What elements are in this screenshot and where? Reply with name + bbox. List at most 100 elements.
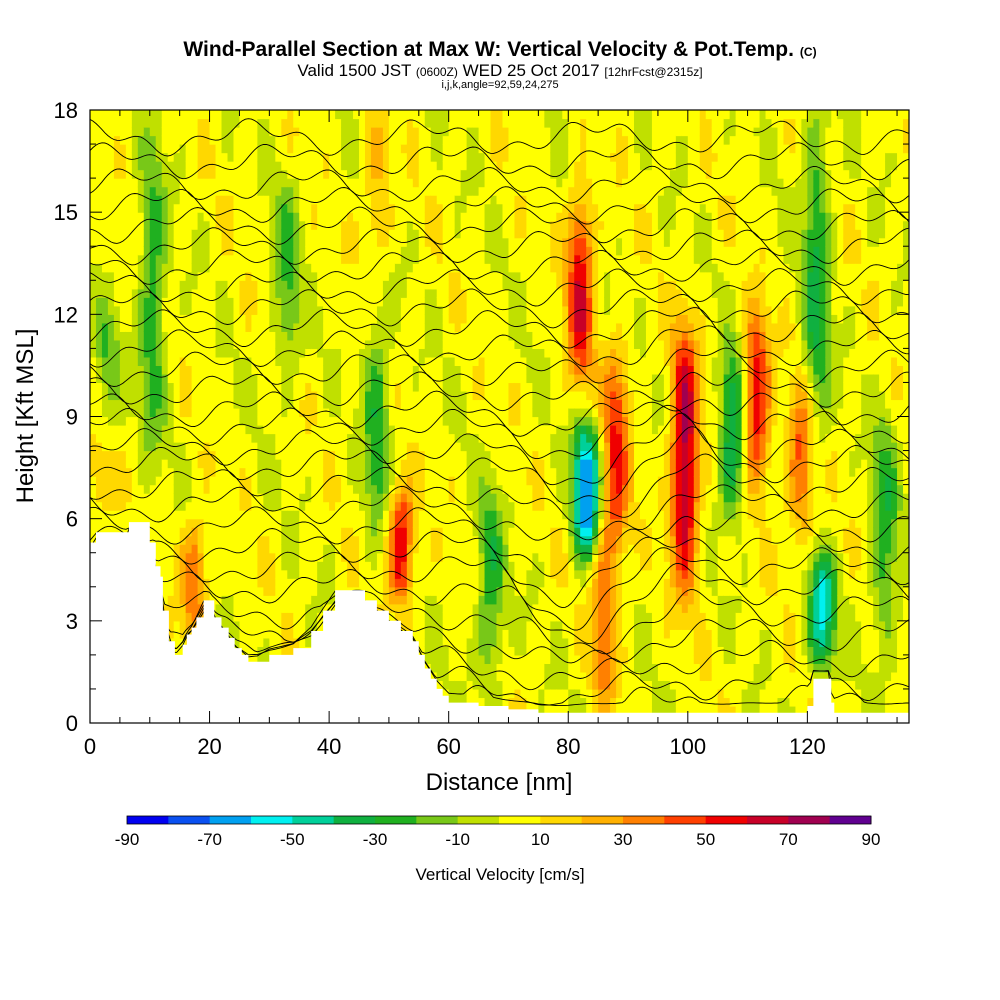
field-cell bbox=[149, 152, 157, 162]
field-cell bbox=[215, 561, 223, 571]
field-cell bbox=[149, 365, 157, 375]
field-cell bbox=[329, 356, 336, 367]
field-cell bbox=[353, 382, 360, 392]
field-cell bbox=[305, 246, 312, 256]
field-cell bbox=[239, 203, 247, 213]
field-cell bbox=[394, 390, 402, 401]
field-cell bbox=[496, 425, 504, 435]
field-cell bbox=[281, 646, 288, 656]
field-cell bbox=[227, 603, 235, 613]
field-cell bbox=[311, 561, 318, 571]
field-cell bbox=[341, 467, 348, 477]
field-cell bbox=[281, 169, 288, 179]
field-cell bbox=[173, 288, 181, 298]
field-cell bbox=[347, 271, 354, 281]
field-cell bbox=[113, 399, 121, 409]
field-cell bbox=[329, 186, 336, 196]
field-cell bbox=[239, 212, 247, 222]
field-cell bbox=[185, 476, 193, 486]
field-cell bbox=[173, 518, 181, 528]
field-cell bbox=[257, 280, 264, 290]
field-cell bbox=[191, 169, 199, 179]
field-cell bbox=[382, 569, 390, 579]
field-cell bbox=[502, 518, 510, 528]
field-cell bbox=[305, 144, 312, 154]
field-cell bbox=[406, 544, 414, 554]
field-cell bbox=[412, 220, 420, 230]
field-cell bbox=[460, 254, 468, 264]
field-cell bbox=[394, 467, 402, 477]
field-cell bbox=[472, 603, 480, 613]
field-cell bbox=[305, 578, 312, 588]
field-cell bbox=[113, 476, 121, 486]
field-cell bbox=[376, 544, 384, 554]
field-cell bbox=[167, 620, 175, 630]
field-cell bbox=[382, 110, 390, 120]
field-cell bbox=[490, 671, 498, 682]
field-cell bbox=[137, 297, 145, 307]
field-cell bbox=[370, 280, 378, 290]
field-cell bbox=[173, 271, 181, 281]
field-cell bbox=[496, 688, 504, 699]
field-cell bbox=[347, 339, 354, 349]
field-cell bbox=[478, 305, 486, 315]
field-cell bbox=[227, 322, 235, 332]
field-cell bbox=[269, 135, 276, 145]
field-cell bbox=[233, 433, 241, 443]
field-cell bbox=[209, 348, 217, 358]
field-cell bbox=[418, 348, 426, 358]
field-cell bbox=[245, 195, 253, 205]
field-cell bbox=[478, 331, 486, 341]
field-cell bbox=[305, 637, 312, 647]
field-cell bbox=[359, 390, 366, 401]
field-cell bbox=[185, 169, 193, 179]
field-cell bbox=[311, 237, 318, 247]
field-cell bbox=[353, 356, 360, 367]
field-cell bbox=[412, 212, 420, 222]
field-cell bbox=[107, 433, 115, 443]
field-cell bbox=[466, 365, 474, 375]
field-cell bbox=[101, 407, 109, 418]
field-cell bbox=[275, 178, 282, 188]
field-cell bbox=[239, 365, 247, 375]
field-cell bbox=[299, 152, 306, 162]
field-cell bbox=[191, 254, 199, 264]
field-cell bbox=[161, 220, 169, 230]
field-cell bbox=[478, 561, 486, 571]
field-cell bbox=[90, 110, 97, 120]
field-cell bbox=[478, 620, 486, 630]
field-cell bbox=[215, 416, 223, 426]
field-cell bbox=[221, 212, 229, 222]
field-cell bbox=[197, 501, 205, 511]
field-cell bbox=[239, 331, 247, 341]
field-cell bbox=[442, 152, 450, 162]
field-cell bbox=[197, 280, 205, 290]
field-cell bbox=[203, 510, 211, 520]
field-cell bbox=[233, 629, 241, 639]
field-cell bbox=[299, 280, 306, 290]
field-cell bbox=[221, 314, 229, 324]
field-cell bbox=[263, 297, 270, 307]
field-cell bbox=[233, 595, 241, 605]
field-cell bbox=[299, 578, 306, 588]
field-cell bbox=[293, 322, 300, 332]
field-cell bbox=[341, 390, 348, 401]
field-cell bbox=[436, 365, 444, 375]
field-cell bbox=[287, 373, 294, 384]
field-cell bbox=[364, 186, 372, 196]
field-cell bbox=[215, 169, 223, 179]
field-cell bbox=[496, 552, 504, 562]
field-cell bbox=[227, 135, 235, 145]
field-cell bbox=[239, 178, 247, 188]
field-cell bbox=[436, 637, 444, 647]
field-cell bbox=[329, 561, 336, 571]
field-cell bbox=[293, 629, 300, 639]
field-cell bbox=[173, 646, 181, 656]
field-cell bbox=[257, 527, 264, 537]
field-cell bbox=[430, 110, 438, 120]
field-cell bbox=[233, 263, 241, 273]
field-cell bbox=[257, 195, 264, 205]
field-cell bbox=[209, 552, 217, 562]
field-cell bbox=[335, 467, 342, 477]
field-cell bbox=[364, 527, 372, 537]
